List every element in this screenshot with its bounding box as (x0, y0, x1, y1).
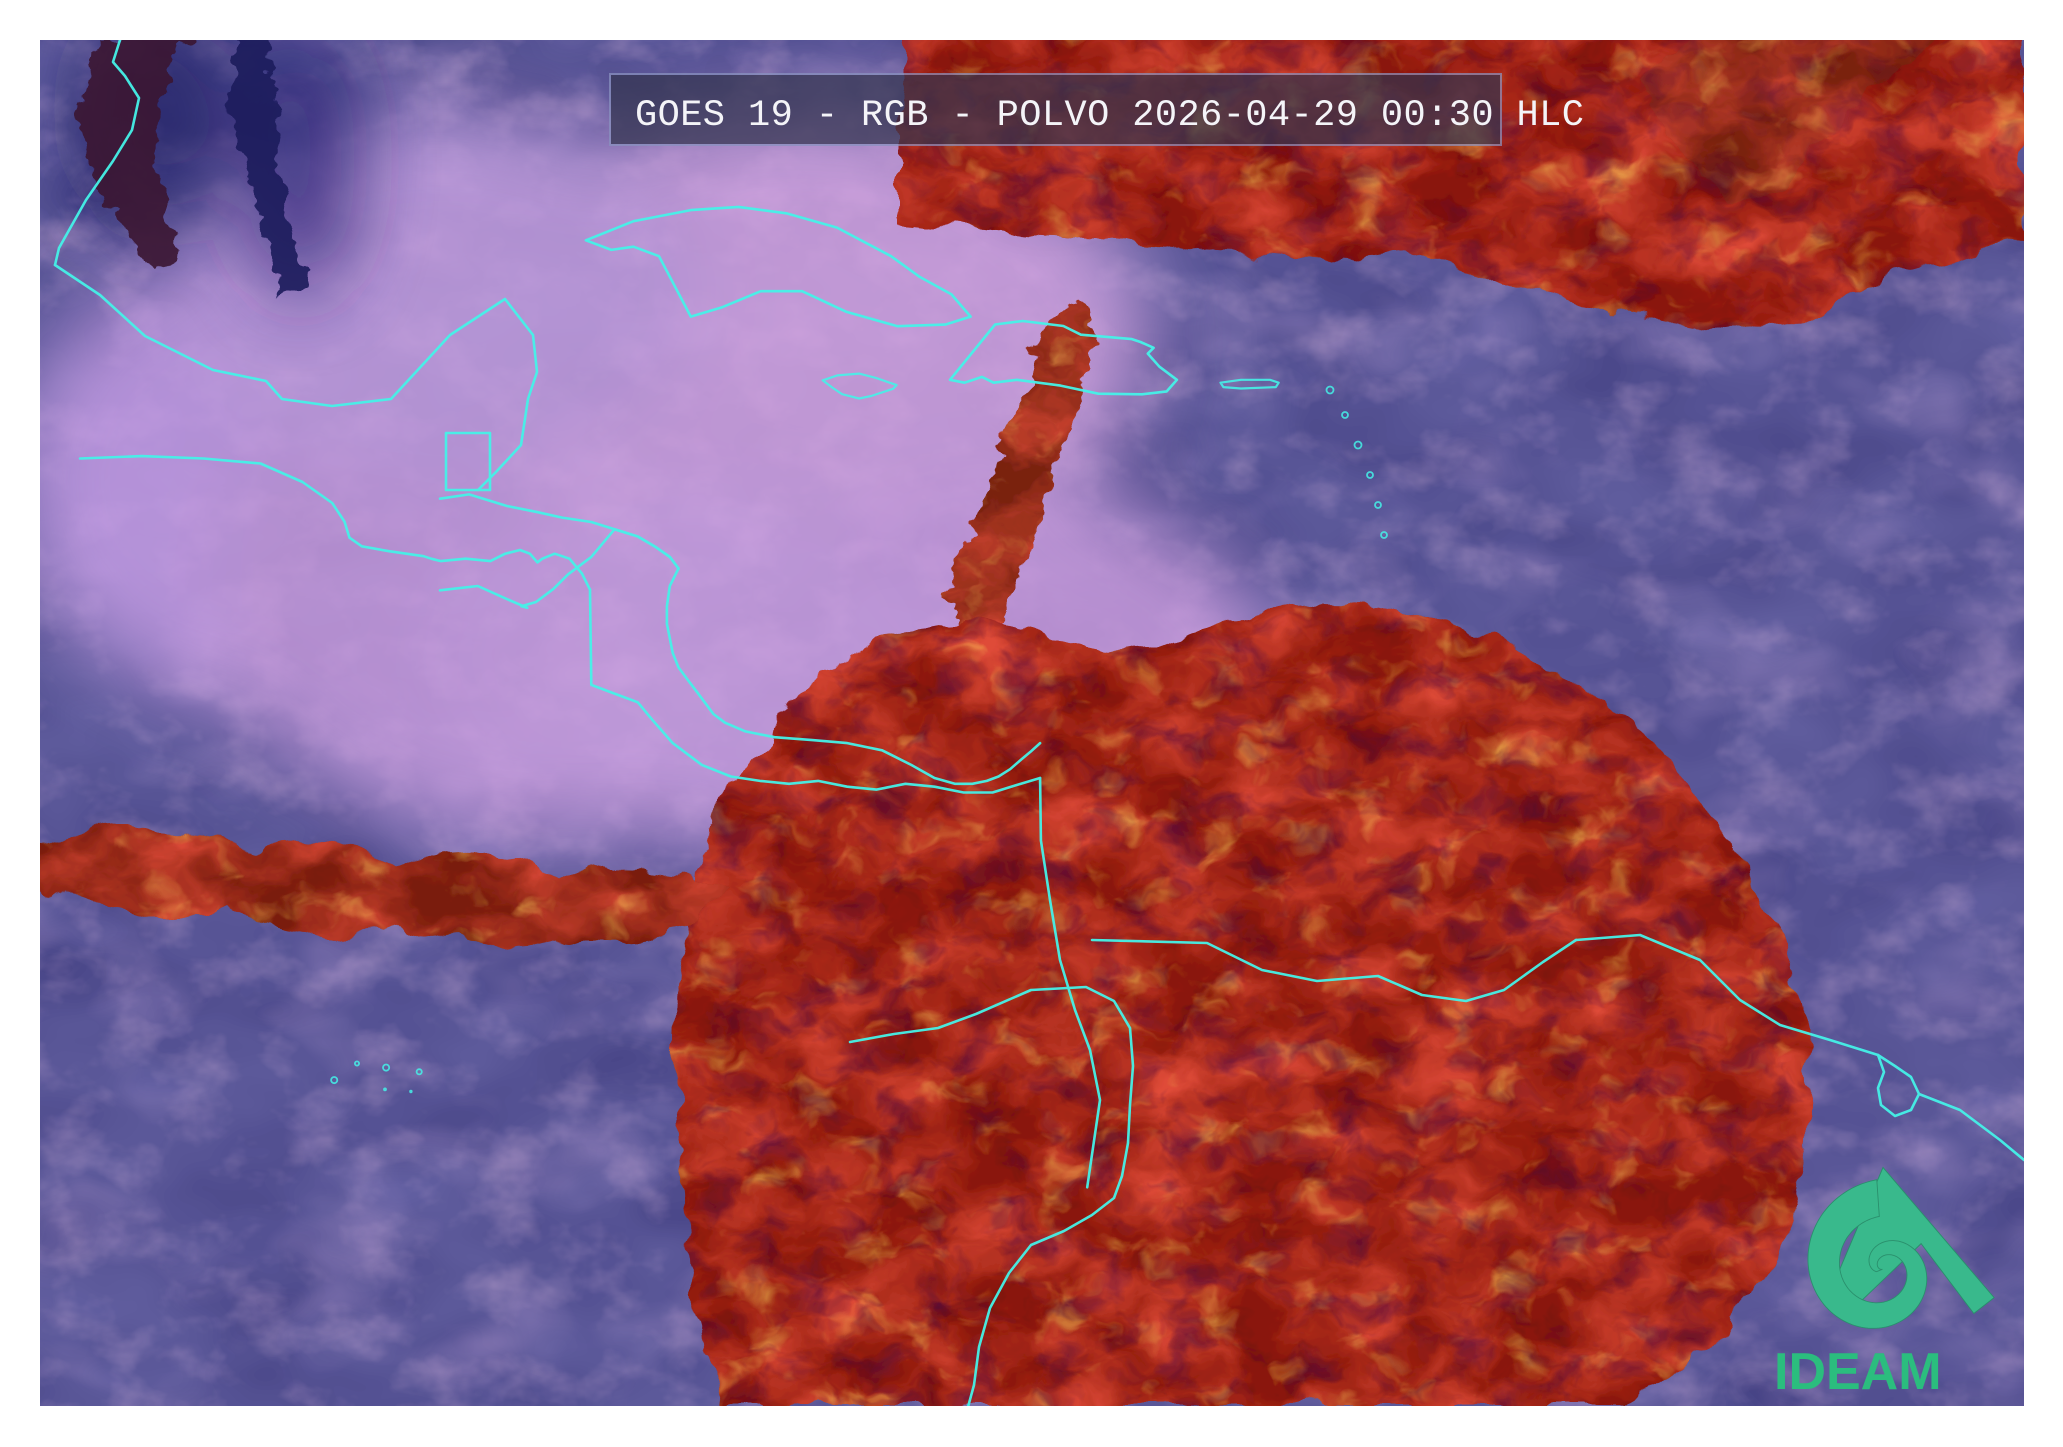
svg-text:GOES 19 - RGB - POLVO 2026-04-: GOES 19 - RGB - POLVO 2026-04-29 00:30 H… (635, 95, 1584, 137)
svg-text:IDEAM: IDEAM (1774, 1343, 1942, 1401)
